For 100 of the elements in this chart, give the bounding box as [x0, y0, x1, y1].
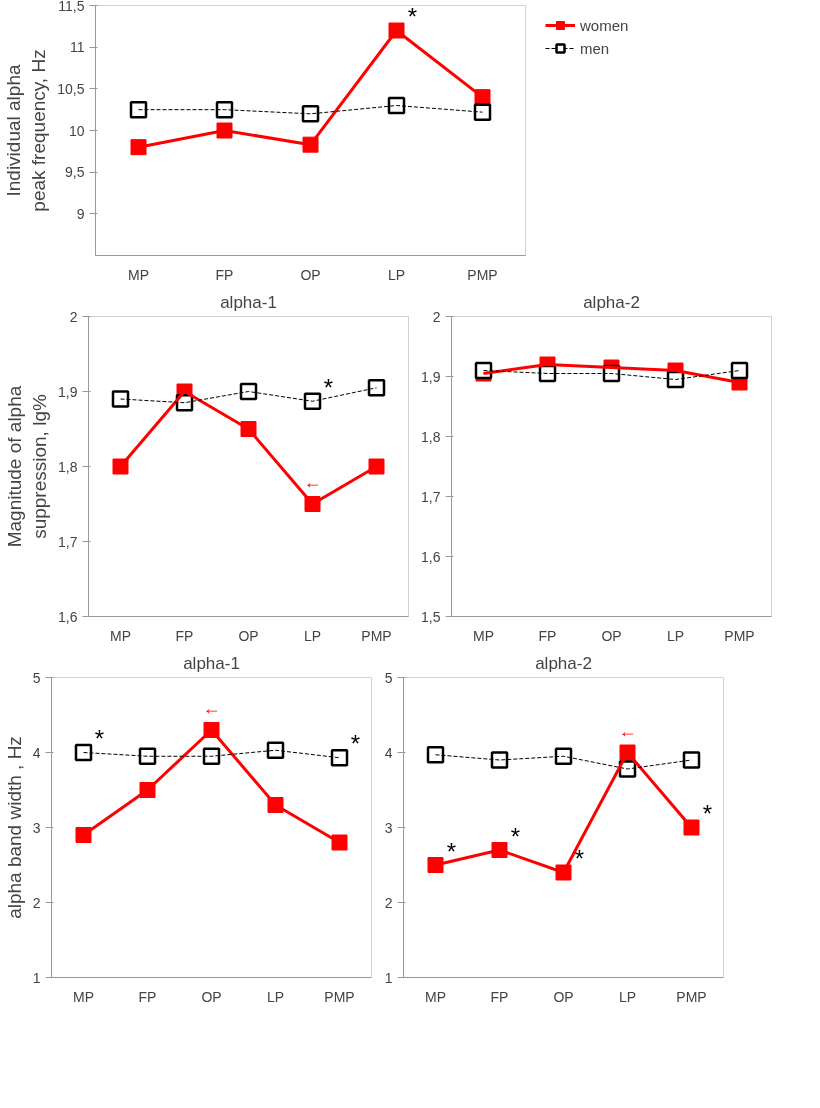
point — [554, 747, 573, 765]
point — [129, 100, 148, 119]
y-axis-title: Magnitude of alpha suppression, lg% — [3, 385, 51, 548]
point — [427, 857, 444, 873]
x-tick-label: FP — [138, 988, 157, 1005]
point — [111, 390, 130, 408]
annotation: * — [94, 725, 105, 752]
x-tick-label: LP — [387, 266, 406, 283]
y-tick-label: 4 — [32, 744, 41, 761]
y-tick-label: 3 — [384, 819, 393, 836]
point — [202, 747, 221, 765]
annotation: * — [323, 373, 334, 401]
y-tick-label: 11,5 — [58, 0, 85, 14]
chart-title: alpha-1 — [183, 653, 240, 673]
x-tick-label: OP — [300, 266, 321, 283]
x-tick-label: FP — [215, 266, 234, 283]
y-tick-label: 1 — [384, 969, 393, 986]
x-tick-label: FP — [490, 988, 509, 1005]
y-tick-label: 1,8 — [421, 428, 441, 445]
legend-label: women — [580, 16, 629, 34]
x-tick-label: LP — [666, 627, 685, 644]
point — [367, 379, 386, 397]
y-tick-label: 1,5 — [421, 608, 441, 625]
annotation: * — [407, 3, 418, 30]
point — [683, 819, 700, 836]
y-tick-label: 2 — [432, 308, 441, 325]
y-axis-title: Individual alpha peak frequency, Hz — [3, 49, 50, 212]
y-tick-label: 10,5 — [57, 80, 85, 97]
x-tick-label: MP — [128, 266, 149, 283]
x-tick-label: MP — [425, 988, 446, 1005]
x-tick-label: OP — [201, 988, 222, 1005]
x-tick-label: PMP — [361, 627, 392, 644]
y-tick-label: 10 — [68, 122, 85, 139]
x-tick-label: MP — [110, 627, 131, 644]
point — [301, 105, 320, 123]
x-tick-label: FP — [175, 627, 194, 644]
y-tick-label: 1,9 — [58, 383, 78, 400]
y-tick-label: 2 — [384, 894, 393, 911]
point — [215, 100, 234, 119]
y-tick-label: 1,7 — [58, 533, 78, 550]
chart-title: alpha-2 — [583, 292, 640, 312]
point — [130, 139, 147, 156]
point — [555, 864, 572, 881]
y-axis-title: alpha band width , Hz — [3, 736, 25, 919]
y-tick-label: 1,6 — [421, 548, 441, 565]
y-tick-label: 11 — [69, 39, 85, 56]
y-tick-label: 2 — [32, 894, 41, 911]
y-tick-label: 4 — [384, 744, 393, 761]
point — [266, 741, 285, 759]
point — [473, 103, 492, 121]
point — [426, 746, 445, 764]
y-tick-label: 5 — [32, 669, 41, 686]
point — [331, 834, 348, 851]
y-tick-label: 1,7 — [421, 488, 441, 505]
x-tick-label: OP — [601, 627, 622, 644]
point — [74, 743, 93, 762]
x-tick-label: LP — [266, 988, 285, 1005]
chart-title: alpha-2 — [535, 653, 592, 673]
x-tick-label: LP — [618, 988, 637, 1005]
point — [730, 361, 749, 380]
point — [368, 458, 385, 475]
x-tick-label: MP — [73, 988, 94, 1005]
x-tick-label: LP — [303, 627, 322, 644]
annotation: * — [510, 822, 521, 850]
point — [303, 392, 322, 410]
y-tick-label: 3 — [32, 819, 41, 836]
y-tick-label: 1 — [32, 969, 41, 986]
y-tick-label: 9 — [76, 205, 85, 222]
annotation: ← — [303, 472, 322, 492]
x-tick-label: PMP — [724, 627, 755, 644]
point — [387, 96, 406, 115]
y-tick-label: 1,6 — [58, 608, 78, 625]
x-tick-label: FP — [538, 627, 557, 644]
point — [239, 382, 258, 401]
annotation: * — [350, 730, 361, 758]
x-tick-label: PMP — [676, 988, 707, 1005]
annotation: ← — [618, 720, 637, 741]
x-tick-label: OP — [553, 988, 574, 1005]
x-tick-label: PMP — [324, 988, 355, 1005]
x-tick-label: PMP — [467, 266, 498, 283]
y-tick-label: 1,9 — [421, 368, 441, 385]
annotation: * — [702, 800, 713, 827]
legend-label: men — [580, 39, 610, 57]
point — [682, 751, 701, 769]
y-tick-label: 9,5 — [65, 164, 85, 181]
x-tick-label: MP — [473, 627, 494, 644]
chart-title: alpha-1 — [220, 292, 277, 312]
x-tick-label: OP — [238, 627, 259, 644]
y-tick-label: 1,8 — [58, 458, 78, 475]
y-tick-label: 5 — [384, 669, 393, 686]
point — [75, 827, 92, 843]
point — [138, 747, 157, 765]
y-tick-label: 2 — [69, 308, 78, 325]
point — [216, 122, 233, 139]
annotation: * — [574, 845, 585, 872]
annotation: * — [446, 837, 457, 865]
point — [330, 749, 349, 767]
point — [490, 751, 509, 769]
point — [112, 458, 129, 475]
annotation: ← — [202, 698, 221, 718]
